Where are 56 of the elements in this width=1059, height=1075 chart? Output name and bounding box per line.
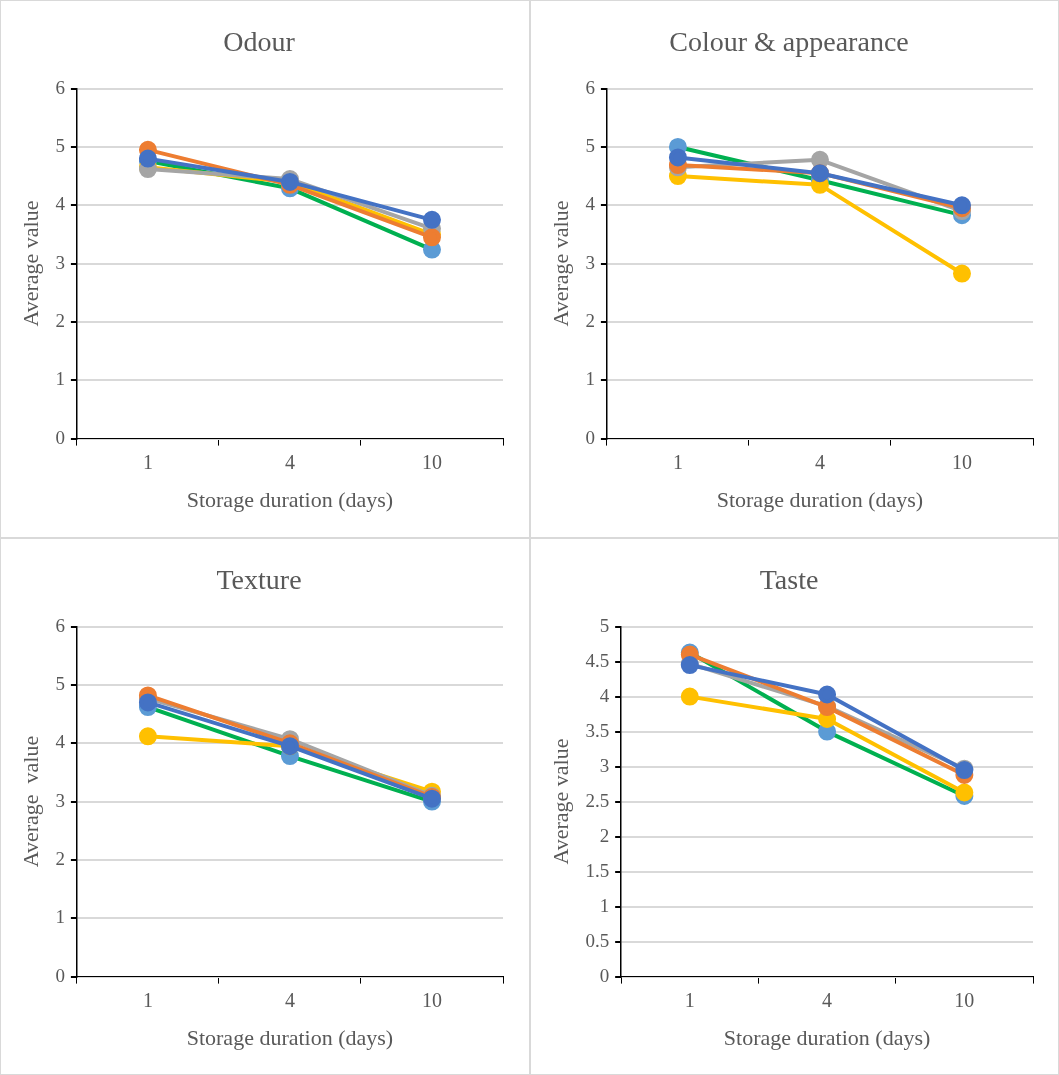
chart-title: Taste [759, 564, 819, 596]
y-tick-label: 0 [55, 964, 65, 986]
x-tick-label: 4 [284, 988, 295, 1011]
y-tick-label: 5 [55, 134, 65, 156]
x-tick-label: 10 [951, 450, 972, 473]
x-tick-label: 10 [421, 450, 442, 473]
x-tick-label: 10 [954, 988, 975, 1011]
y-tick-label: 3 [55, 251, 65, 273]
chart-title: Texture [216, 564, 302, 596]
x-axis-title: Storage duration (days) [186, 1024, 394, 1050]
y-tick-label: 0 [585, 426, 595, 448]
y-tick-label: 3 [599, 754, 610, 776]
y-axis-title: Average value [17, 200, 43, 327]
x-tick-label: 1 [672, 450, 683, 473]
y-tick-label: 1 [55, 368, 65, 390]
x-tick-label: 4 [284, 450, 295, 473]
y-tick-label: 5 [55, 672, 65, 694]
y-tick-label: 2.5 [585, 789, 610, 811]
chart-title: Odour [223, 26, 296, 58]
y-tick-label: 1 [599, 894, 610, 916]
y-tick-label: 1.5 [585, 859, 610, 881]
y-tick-label: 3.5 [585, 719, 610, 741]
y-tick-label: 0 [55, 426, 65, 448]
y-tick-label: 2 [55, 309, 65, 331]
y-tick-label: 1 [585, 368, 595, 390]
x-tick-label: 1 [142, 450, 153, 473]
y-tick-label: 6 [585, 76, 595, 98]
y-tick-label: 0.5 [585, 929, 610, 951]
y-tick-label: 4 [55, 731, 66, 753]
y-axis-title: Average value [17, 735, 43, 868]
y-tick-label: 4.5 [585, 649, 610, 671]
y-tick-label: 6 [55, 614, 65, 636]
x-tick-label: 10 [421, 988, 442, 1011]
y-tick-label: 2 [599, 824, 610, 846]
y-tick-label: 0 [599, 964, 610, 986]
y-tick-label: 2 [55, 847, 65, 869]
y-tick-label: 2 [585, 309, 595, 331]
y-tick-label: 5 [599, 614, 610, 636]
y-axis-title: Average value [547, 200, 573, 327]
x-tick-label: 1 [684, 988, 695, 1011]
x-axis-title: Storage duration (days) [723, 1024, 931, 1050]
y-axis-title: Average value [547, 738, 573, 865]
y-tick-label: 3 [55, 789, 65, 811]
y-tick-label: 4 [599, 684, 610, 706]
x-tick-label: 4 [814, 450, 825, 473]
y-tick-label: 3 [585, 251, 595, 273]
y-tick-label: 1 [55, 906, 65, 928]
x-tick-label: 4 [822, 988, 833, 1011]
y-tick-label: 4 [585, 193, 596, 215]
y-tick-label: 6 [55, 76, 65, 98]
y-tick-label: 5 [585, 134, 595, 156]
x-axis-title: Storage duration (days) [716, 486, 924, 512]
chart-title: Colour & appearance [669, 26, 909, 58]
x-tick-label: 1 [142, 988, 153, 1011]
x-axis-title: Storage duration (days) [186, 486, 394, 512]
y-tick-label: 4 [55, 193, 66, 215]
